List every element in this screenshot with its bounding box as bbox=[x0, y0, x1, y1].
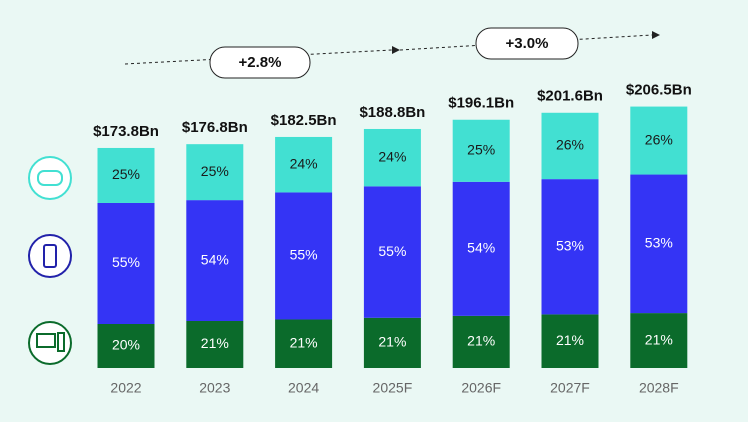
bar-segment bbox=[186, 320, 244, 368]
mobile-icon bbox=[28, 234, 72, 278]
segment-label: 53% bbox=[556, 237, 584, 253]
segment-label: 26% bbox=[645, 131, 673, 147]
segment-label: 21% bbox=[467, 333, 495, 349]
segment-label: 55% bbox=[112, 254, 140, 270]
tower bbox=[57, 332, 65, 352]
bar-segment bbox=[97, 202, 155, 324]
bar-segment bbox=[452, 119, 510, 182]
x-tick-label: 2022 bbox=[110, 380, 141, 396]
bar-segment bbox=[541, 314, 599, 368]
bar-segment bbox=[630, 313, 688, 368]
bar-segment bbox=[186, 200, 244, 321]
segment-label: 54% bbox=[467, 240, 495, 256]
x-tick-label: 2026F bbox=[461, 380, 501, 396]
x-tick-label: 2025F bbox=[373, 380, 413, 396]
total-label: $176.8Bn bbox=[182, 119, 248, 136]
total-label: $182.5Bn bbox=[271, 112, 337, 129]
phone bbox=[43, 244, 57, 268]
bar-segment bbox=[97, 323, 155, 368]
segment-label: 21% bbox=[645, 331, 673, 347]
bar-segment bbox=[275, 319, 333, 368]
segment-label: 26% bbox=[556, 137, 584, 153]
segment-label: 53% bbox=[645, 235, 673, 251]
bar-segment bbox=[363, 186, 421, 318]
x-tick-label: 2028F bbox=[639, 380, 679, 396]
total-label: $206.5Bn bbox=[626, 82, 692, 99]
arrow-head bbox=[652, 31, 660, 39]
segment-label: 20% bbox=[112, 337, 140, 353]
arrow-head bbox=[392, 46, 400, 54]
bar-segment bbox=[275, 192, 333, 320]
bar-segment bbox=[452, 181, 510, 316]
bar-segment bbox=[630, 174, 688, 314]
segment-label: 55% bbox=[290, 247, 318, 263]
x-tick-label: 2024 bbox=[288, 380, 319, 396]
console-icon bbox=[28, 156, 72, 200]
bar-segment bbox=[186, 144, 244, 201]
segment-label: 21% bbox=[201, 335, 229, 351]
bar-segment bbox=[541, 179, 599, 315]
gamepad bbox=[37, 170, 63, 186]
segment-label: 24% bbox=[378, 148, 406, 164]
annotation-pill bbox=[475, 27, 579, 60]
total-label: $188.8Bn bbox=[359, 104, 425, 121]
bar-segment bbox=[630, 106, 688, 175]
x-tick-label: 2023 bbox=[199, 380, 230, 396]
x-tick-label: 2027F bbox=[550, 380, 590, 396]
bar-segment bbox=[363, 128, 421, 187]
segment-label: 21% bbox=[378, 334, 406, 350]
segment-label: 25% bbox=[112, 166, 140, 182]
bar-segment bbox=[452, 315, 510, 368]
annotation: +3.0% bbox=[506, 35, 549, 52]
segment-label: 24% bbox=[290, 155, 318, 171]
total-label: $201.6Bn bbox=[537, 88, 603, 105]
bar-segment bbox=[541, 112, 599, 180]
bar-segment bbox=[363, 317, 421, 368]
total-label: $196.1Bn bbox=[448, 95, 514, 112]
bar-segment bbox=[97, 147, 155, 203]
annotation: +2.8% bbox=[239, 54, 282, 71]
total-label: $173.8Bn bbox=[93, 123, 159, 140]
segment-label: 25% bbox=[467, 141, 495, 157]
segment-label: 25% bbox=[201, 163, 229, 179]
legend-icons bbox=[28, 156, 72, 365]
segment-label: 55% bbox=[378, 243, 406, 259]
segment-label: 21% bbox=[290, 334, 318, 350]
segment-label: 54% bbox=[201, 251, 229, 267]
segment-label: 21% bbox=[556, 332, 584, 348]
monitor bbox=[36, 333, 56, 348]
annotation-pill bbox=[209, 46, 311, 79]
bar-segment bbox=[275, 136, 333, 193]
